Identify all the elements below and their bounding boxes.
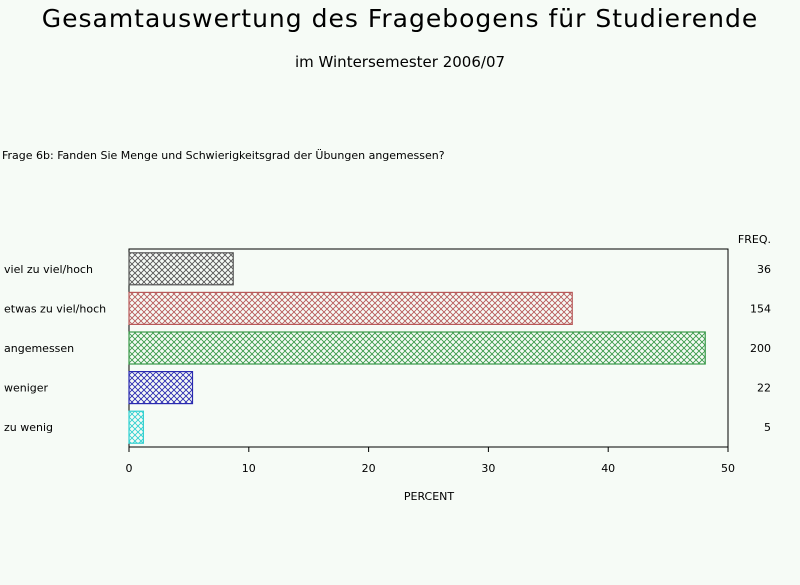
freq-value: 36 [757,263,771,276]
bar-4 [128,410,144,444]
category-label: viel zu viel/hoch [4,263,93,276]
x-axis-label: PERCENT [404,490,455,503]
x-tick-label: 20 [362,462,376,475]
x-tick-label: 10 [242,462,256,475]
x-tick-label: 0 [126,462,133,475]
page-subtitle: im Wintersemester 2006/07 [294,53,506,71]
bar-1 [128,291,573,325]
category-label: zu wenig [4,421,53,434]
freq-value: 154 [750,302,771,315]
x-tick-label: 30 [481,462,495,475]
page-title: Gesamtauswertung des Fragebogens für Stu… [41,4,759,33]
bar-3 [128,371,194,405]
category-label: weniger [4,382,49,395]
category-label: angemessen [4,342,74,355]
freq-value: 22 [757,382,771,395]
question-text: Frage 6b: Fanden Sie Menge und Schwierig… [2,149,445,162]
freq-header: FREQ. [738,233,771,246]
x-tick-label: 40 [601,462,615,475]
freq-value: 200 [750,342,771,355]
category-label: etwas zu viel/hoch [4,302,106,315]
x-tick-label: 50 [721,462,735,475]
bar-0 [128,252,234,286]
bar-2 [128,331,706,365]
freq-value: 5 [764,421,771,434]
